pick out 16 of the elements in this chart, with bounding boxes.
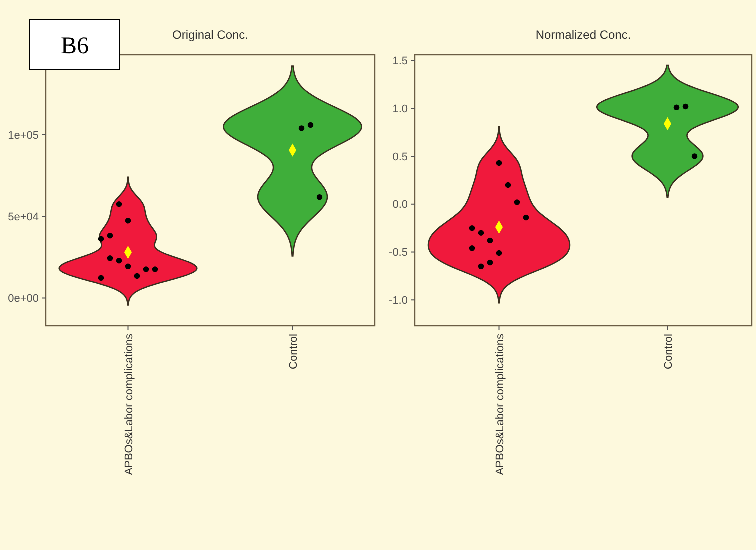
x-tick-label: APBOs&Labor complications [494,334,506,476]
x-tick-label: APBOs&Labor complications [123,334,136,476]
y-tick-label: -0.5 [389,247,408,260]
x-tick-label: Control [662,334,675,370]
chart-title: Original Conc. [172,28,249,42]
y-tick-label: -1.0 [389,294,408,307]
y-tick-label: 0.0 [392,199,408,212]
annotation: B6 [60,33,90,60]
y-tick-label: 1.0 [392,103,408,116]
y-tick-label: 0e+00 [8,293,39,306]
y-tick-label: 0.5 [392,151,408,164]
x-tick-label: Control [288,334,300,370]
y-tick-label: 1e+05 [8,130,39,142]
y-tick-label: 1.5 [392,56,408,68]
y-tick-label: 5e+04 [8,211,39,224]
chart-title: Normalized Conc. [536,28,632,42]
